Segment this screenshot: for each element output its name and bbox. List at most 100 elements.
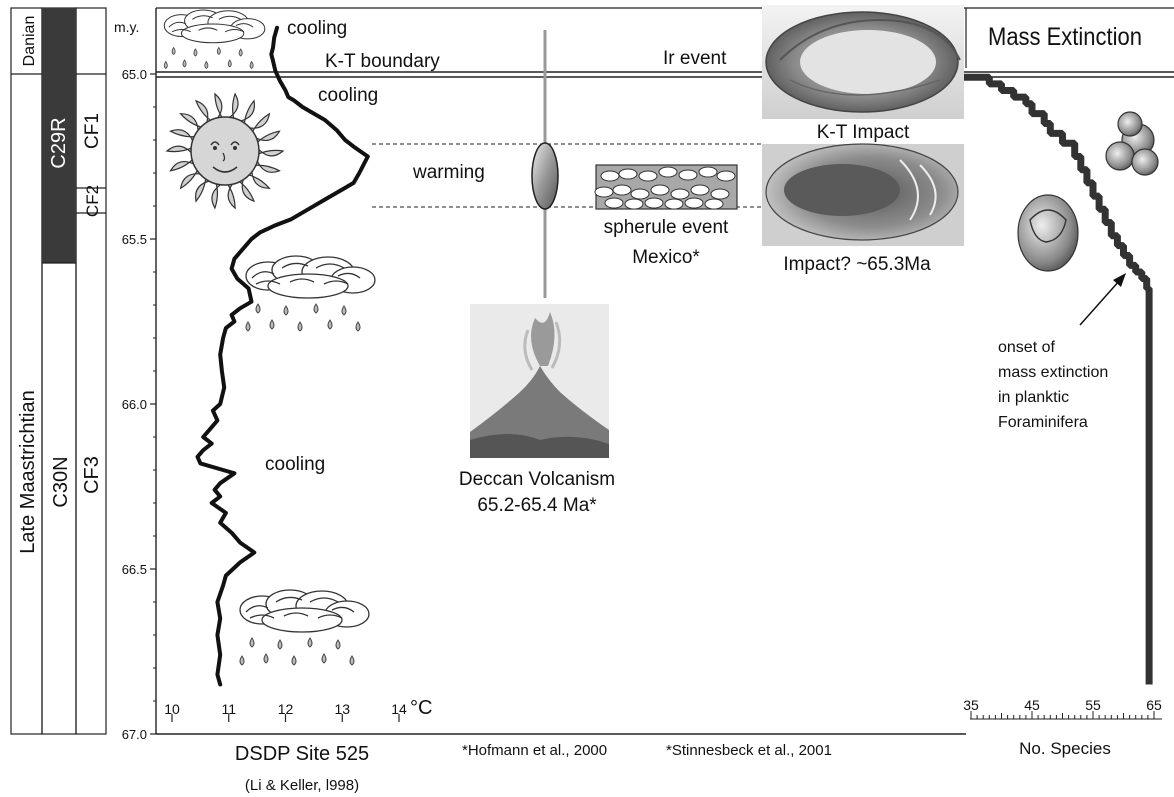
onset-arrow (1079, 273, 1126, 326)
species-tick-label: 55 (1085, 697, 1101, 713)
annotation-deccan: Deccan Volcanism (459, 469, 615, 490)
spherule (638, 170, 658, 182)
sun-ray (252, 130, 281, 145)
temperature-tick-label: 12 (278, 701, 294, 717)
annotation-impact-653: Impact? ~65.3Ma (783, 254, 931, 275)
sun-ray (169, 129, 198, 146)
spherule (630, 188, 650, 200)
temperature-x-axis: 10 11 12 13 14 °C DSDP Site 525 (Li & Keller… (164, 697, 432, 794)
sun-ray (225, 180, 236, 210)
volcano-image (470, 304, 609, 458)
y-axis: m.y. 65.0 65.5 66.0 66.5 67.0 (114, 19, 156, 742)
annotation-onset-line-4: Foraminifera (998, 414, 1088, 431)
cloud-rain-icon (245, 255, 376, 332)
y-tick-label: 65.0 (122, 67, 147, 82)
y-tick-label: 65.5 (122, 232, 147, 247)
sun-ray (236, 175, 256, 203)
sun-ray (211, 180, 226, 210)
label-danian: Danian (21, 16, 38, 67)
kt-impact-crater-image (762, 5, 964, 119)
sun-ray (179, 113, 205, 136)
cloud-rain-icon (163, 9, 266, 70)
annotations: cooling K-T boundary Ir event Mass Extin… (265, 18, 1142, 759)
spherule (690, 184, 710, 196)
annotation-mexico: Mexico* (632, 247, 700, 268)
temperature-tick-label: 11 (221, 701, 236, 717)
annotation-warming: warming (412, 162, 485, 183)
temperature-tick-label: 13 (334, 701, 350, 717)
label-zone-cf2: CF2 (83, 185, 102, 217)
annotation-onset-line-2: mass extinction (998, 364, 1108, 381)
temperature-tick-label: 14 (391, 701, 407, 717)
y-tick-label: 67.0 (122, 727, 147, 742)
sun-ray (169, 157, 198, 172)
impact-653-crater-image (762, 143, 964, 246)
label-late-maastrichtian: Late Maastrichtian (17, 390, 39, 553)
spherule (600, 170, 620, 182)
spherule (644, 197, 664, 209)
y-tick-label: 66.0 (122, 397, 147, 412)
spherule (658, 166, 678, 178)
annotation-cooling-top: cooling (287, 18, 347, 39)
annotation-kt-impact: K-T Impact (817, 122, 910, 143)
species-tick-label: 65 (1146, 697, 1162, 713)
label-zone-cf1: CF1 (82, 113, 103, 149)
species-tick-label: 45 (1024, 697, 1040, 713)
sun-ray (235, 99, 256, 127)
sun-ray (165, 145, 194, 157)
annotation-deccan-age: 65.2-65.4 Ma* (477, 495, 597, 516)
foraminifera-image (1017, 111, 1159, 272)
stratigraphy-columns: Danian Late Maastrichtian C29R C30N CF1 … (10, 7, 107, 735)
sun-ray (252, 156, 281, 173)
spherule (704, 198, 724, 210)
spherule (670, 188, 690, 200)
sun-ray (256, 145, 285, 157)
annotation-spherule-event: spherule event (604, 217, 729, 238)
site-citation: (Li & Keller, l998) (245, 777, 359, 794)
spherule (678, 169, 698, 181)
annotation-cooling-3: cooling (265, 454, 325, 475)
label-zone-cf3: CF3 (81, 456, 103, 494)
sun-ray (194, 175, 215, 203)
annotation-mass-extinction: Mass Extinction (988, 23, 1142, 51)
chron-c29r-black-band (42, 8, 76, 263)
spherule (710, 188, 730, 200)
deccan-oval (531, 142, 559, 210)
species-x-axis: 35 45 55 65 No. Species (963, 697, 1162, 758)
temperature-unit-label: °C (410, 697, 432, 719)
spherule (664, 198, 684, 210)
sun-ray (214, 92, 225, 122)
sun-ray (245, 166, 271, 189)
species-tick-label: 35 (963, 697, 979, 713)
site-title: DSDP Site 525 (235, 743, 369, 765)
label-chron-c29r: C29R (48, 117, 70, 168)
species-axis-label: No. Species (1019, 739, 1111, 758)
y-axis-label: m.y. (114, 19, 139, 35)
cloud-rain-icon (239, 589, 370, 666)
sun-ray (194, 99, 214, 127)
spherule (716, 170, 736, 182)
sun-ray (245, 112, 271, 135)
temperature-tick-label: 10 (164, 701, 180, 717)
annotation-kt-boundary: K-T boundary (325, 51, 440, 72)
y-tick-label: 66.5 (122, 562, 147, 577)
annotation-onset-line-3: in planktic (998, 389, 1069, 406)
spherule (604, 197, 624, 209)
label-chron-c30n: C30N (50, 456, 72, 507)
footnote-hofmann: *Hofmann et al., 2000 (462, 742, 607, 759)
spherule (684, 197, 704, 209)
temperature-curve (195, 25, 370, 687)
spherule-icon (594, 164, 738, 210)
spherule (612, 184, 632, 196)
spherule (698, 166, 718, 178)
annotation-cooling-2: cooling (318, 85, 378, 106)
spherule (618, 168, 638, 180)
sun-ray (224, 92, 239, 122)
spherule (594, 186, 614, 198)
sun-icon (165, 92, 285, 210)
spherule (650, 184, 670, 196)
annotation-ir-event: Ir event (663, 48, 727, 69)
annotation-onset-line-1: onset of (998, 339, 1055, 356)
spherule (624, 198, 644, 210)
